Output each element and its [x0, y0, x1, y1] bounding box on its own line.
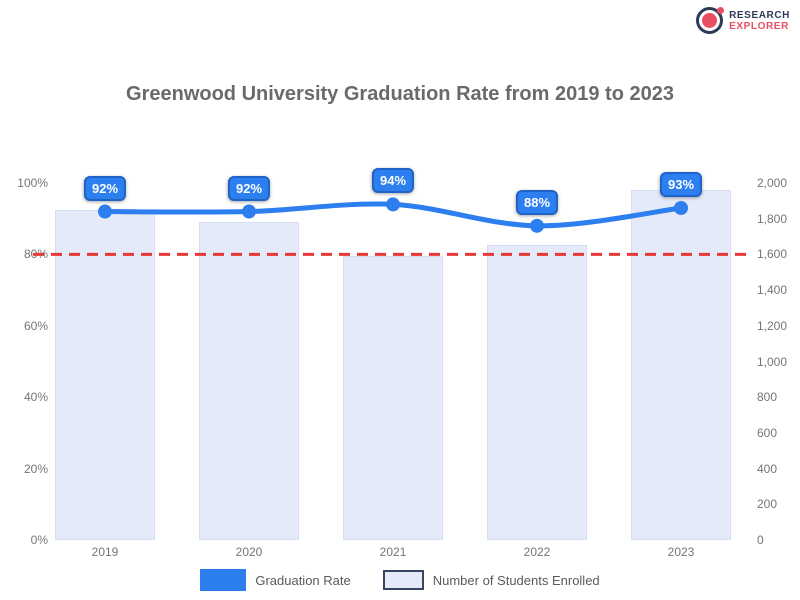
line-point-2021 [386, 197, 400, 212]
legend-swatch-line-icon [200, 569, 247, 591]
y-axis-left-tick: 20% [23, 461, 48, 476]
bar-2021 [343, 256, 443, 540]
brand-logo[interactable]: RESEARCH EXPLORER [696, 7, 790, 34]
legend-label-students-enrolled: Number of Students Enrolled [432, 572, 600, 588]
y-axis-right-tick: 200 [757, 497, 778, 512]
x-axis-label-2023: 2023 [667, 545, 695, 559]
y-axis-left-tick: 100% [17, 176, 48, 190]
data-label-2019: 92% [83, 175, 127, 201]
y-axis-right-tick: 1,200 [757, 318, 788, 333]
line-point-2020 [242, 204, 256, 219]
y-axis-right-tick: 800 [757, 390, 778, 405]
x-axis-label-2022: 2022 [523, 545, 551, 559]
legend-label-graduation-rate: Graduation Rate [255, 572, 351, 588]
bar-2022 [487, 245, 587, 540]
y-axis-left-tick: 60% [23, 318, 48, 333]
chart-title: Greenwood University Graduation Rate fro… [126, 83, 674, 105]
y-axis-right-tick: 2,000 [757, 176, 788, 190]
brand-logo-line1: RESEARCH [729, 9, 790, 21]
bar-2023 [631, 190, 731, 540]
data-label-2023: 93% [659, 171, 703, 197]
graduation-rate-line [102, 201, 684, 229]
y-axis-right-tick: 400 [757, 461, 778, 476]
y-axis-right-tick: 1,400 [757, 283, 788, 298]
y-axis-right-tick: 0 [757, 533, 764, 547]
y-axis-right-tick: 1,600 [757, 247, 788, 262]
x-axis-label-2019: 2019 [91, 545, 119, 559]
data-label-2020: 92% [227, 175, 271, 201]
y-axis-left-tick: 0% [30, 533, 48, 547]
brand-logo-icon [696, 7, 725, 34]
y-axis-left-tick: 80% [23, 247, 48, 262]
data-label-2022: 88% [515, 189, 559, 215]
x-axis-label-2020: 2020 [235, 545, 263, 559]
line-point-2022 [530, 218, 544, 233]
bar-2020 [199, 222, 299, 540]
bar-2019 [55, 209, 155, 540]
y-axis-right-tick: 600 [757, 425, 778, 440]
data-label-2021: 94% [371, 168, 415, 194]
legend-swatch-bar-icon [382, 570, 424, 590]
y-axis-left-tick: 40% [23, 390, 48, 405]
brand-logo-line2: EXPLORER [729, 20, 789, 32]
x-axis-label-2021: 2021 [379, 545, 407, 559]
legend: Graduation Rate Number of Students Enrol… [0, 569, 800, 591]
y-axis-right-tick: 1,000 [757, 354, 788, 369]
y-axis-right-tick: 1,800 [757, 211, 788, 226]
